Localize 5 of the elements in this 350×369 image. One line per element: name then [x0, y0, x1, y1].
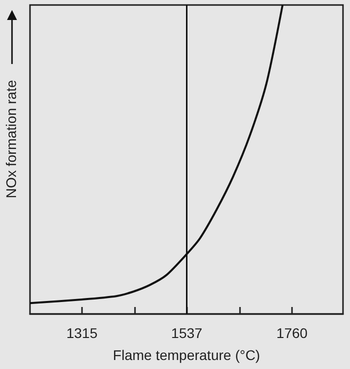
- x-tick-label: 1760: [276, 325, 308, 341]
- x-tick-label: 1315: [66, 325, 98, 341]
- y-axis-title: NOx formation rate: [3, 80, 19, 198]
- x-axis-title: Flame temperature (°C): [112, 347, 260, 363]
- x-tick-label: 1537: [171, 325, 203, 341]
